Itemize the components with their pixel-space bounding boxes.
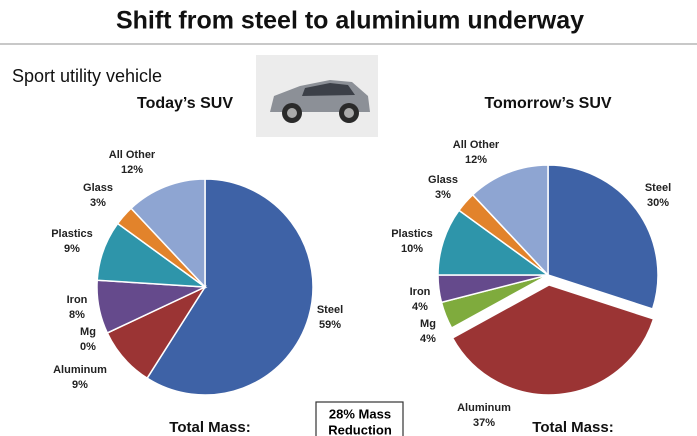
slice-label: Iron [410, 286, 431, 298]
slice-label: Plastics [51, 228, 93, 240]
slice-label: All Other [453, 139, 500, 151]
pie-slice [547, 164, 659, 310]
slice-value: 37% [473, 417, 495, 429]
pie-slice [130, 178, 206, 289]
slice-label: All Other [109, 149, 156, 161]
footer-label: Total Mass: [169, 419, 250, 436]
pie-slice [471, 164, 549, 277]
car-image [256, 55, 378, 137]
slice-label: Plastics [391, 228, 433, 240]
slice-value: 12% [121, 164, 143, 176]
slide-title: Shift from steel to aluminium underway [116, 7, 584, 35]
annotation-line: 28% Mass [329, 406, 391, 421]
chart-title: Today’s SUV [137, 95, 233, 112]
slice-value: 4% [420, 333, 436, 345]
slice-value: 12% [465, 154, 487, 166]
slice-label: Mg [80, 326, 96, 338]
slice-label: Glass [83, 182, 113, 194]
slice-value: 3% [435, 189, 451, 201]
slice-value: 59% [319, 319, 341, 331]
subtitle: Sport utility vehicle [12, 66, 162, 86]
slice-value: 30% [647, 197, 669, 209]
slice-value: 10% [401, 243, 423, 255]
pie-slice [146, 178, 314, 396]
slice-label: Mg [420, 318, 436, 330]
slice-label: Steel [317, 304, 343, 316]
slice-value: 8% [69, 309, 85, 321]
slice-value: 9% [72, 379, 88, 391]
pie-slice [451, 284, 655, 396]
slice-value: 9% [64, 243, 80, 255]
slice-label: Aluminum [53, 364, 107, 376]
slice-value: 0% [80, 341, 96, 353]
slice-label: Glass [428, 174, 458, 186]
slice-label: Aluminum [457, 402, 511, 414]
slice-value: 3% [90, 197, 106, 209]
annotation-box [315, 401, 404, 436]
slice-value: 4% [412, 301, 428, 313]
slice-label: Iron [67, 294, 88, 306]
footer-label: Total Mass: [532, 419, 613, 436]
slice-label: Steel [645, 182, 671, 194]
annotation-line: Reduction [328, 422, 392, 436]
chart-title: Tomorrow’s SUV [484, 95, 611, 112]
